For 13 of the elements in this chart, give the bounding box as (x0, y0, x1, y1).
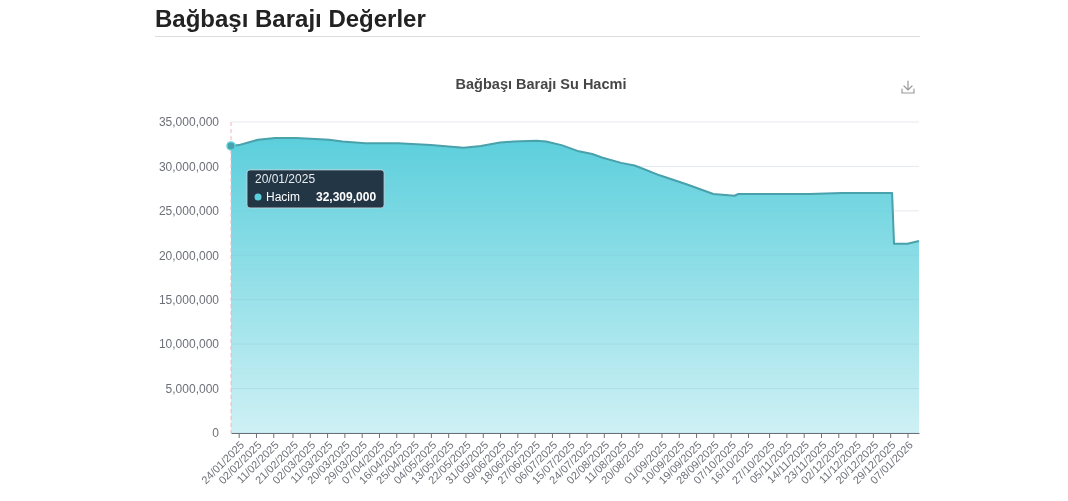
y-tick-label: 15,000,000 (158, 293, 220, 308)
y-tick-label: 25,000,000 (158, 204, 220, 219)
y-tick-label: 20,000,000 (158, 248, 220, 263)
y-tick-label: 5,000,000 (165, 381, 220, 396)
y-tick-label: 0 (212, 426, 220, 441)
chart-subtitle: Bağbaşı Barajı Su Hacmi (455, 76, 627, 92)
y-tick-label: 30,000,000 (158, 159, 220, 174)
annotation: 20/01/2025 (255, 171, 316, 186)
legend-label: Hacim (266, 189, 301, 204)
y-tick-label: 10,000,000 (158, 337, 220, 352)
chart-title: Bağbaşı Barajı Değerler (155, 5, 426, 32)
y-tick-label: 35,000,000 (158, 115, 220, 130)
annotation: 32,309,000 (316, 189, 377, 204)
